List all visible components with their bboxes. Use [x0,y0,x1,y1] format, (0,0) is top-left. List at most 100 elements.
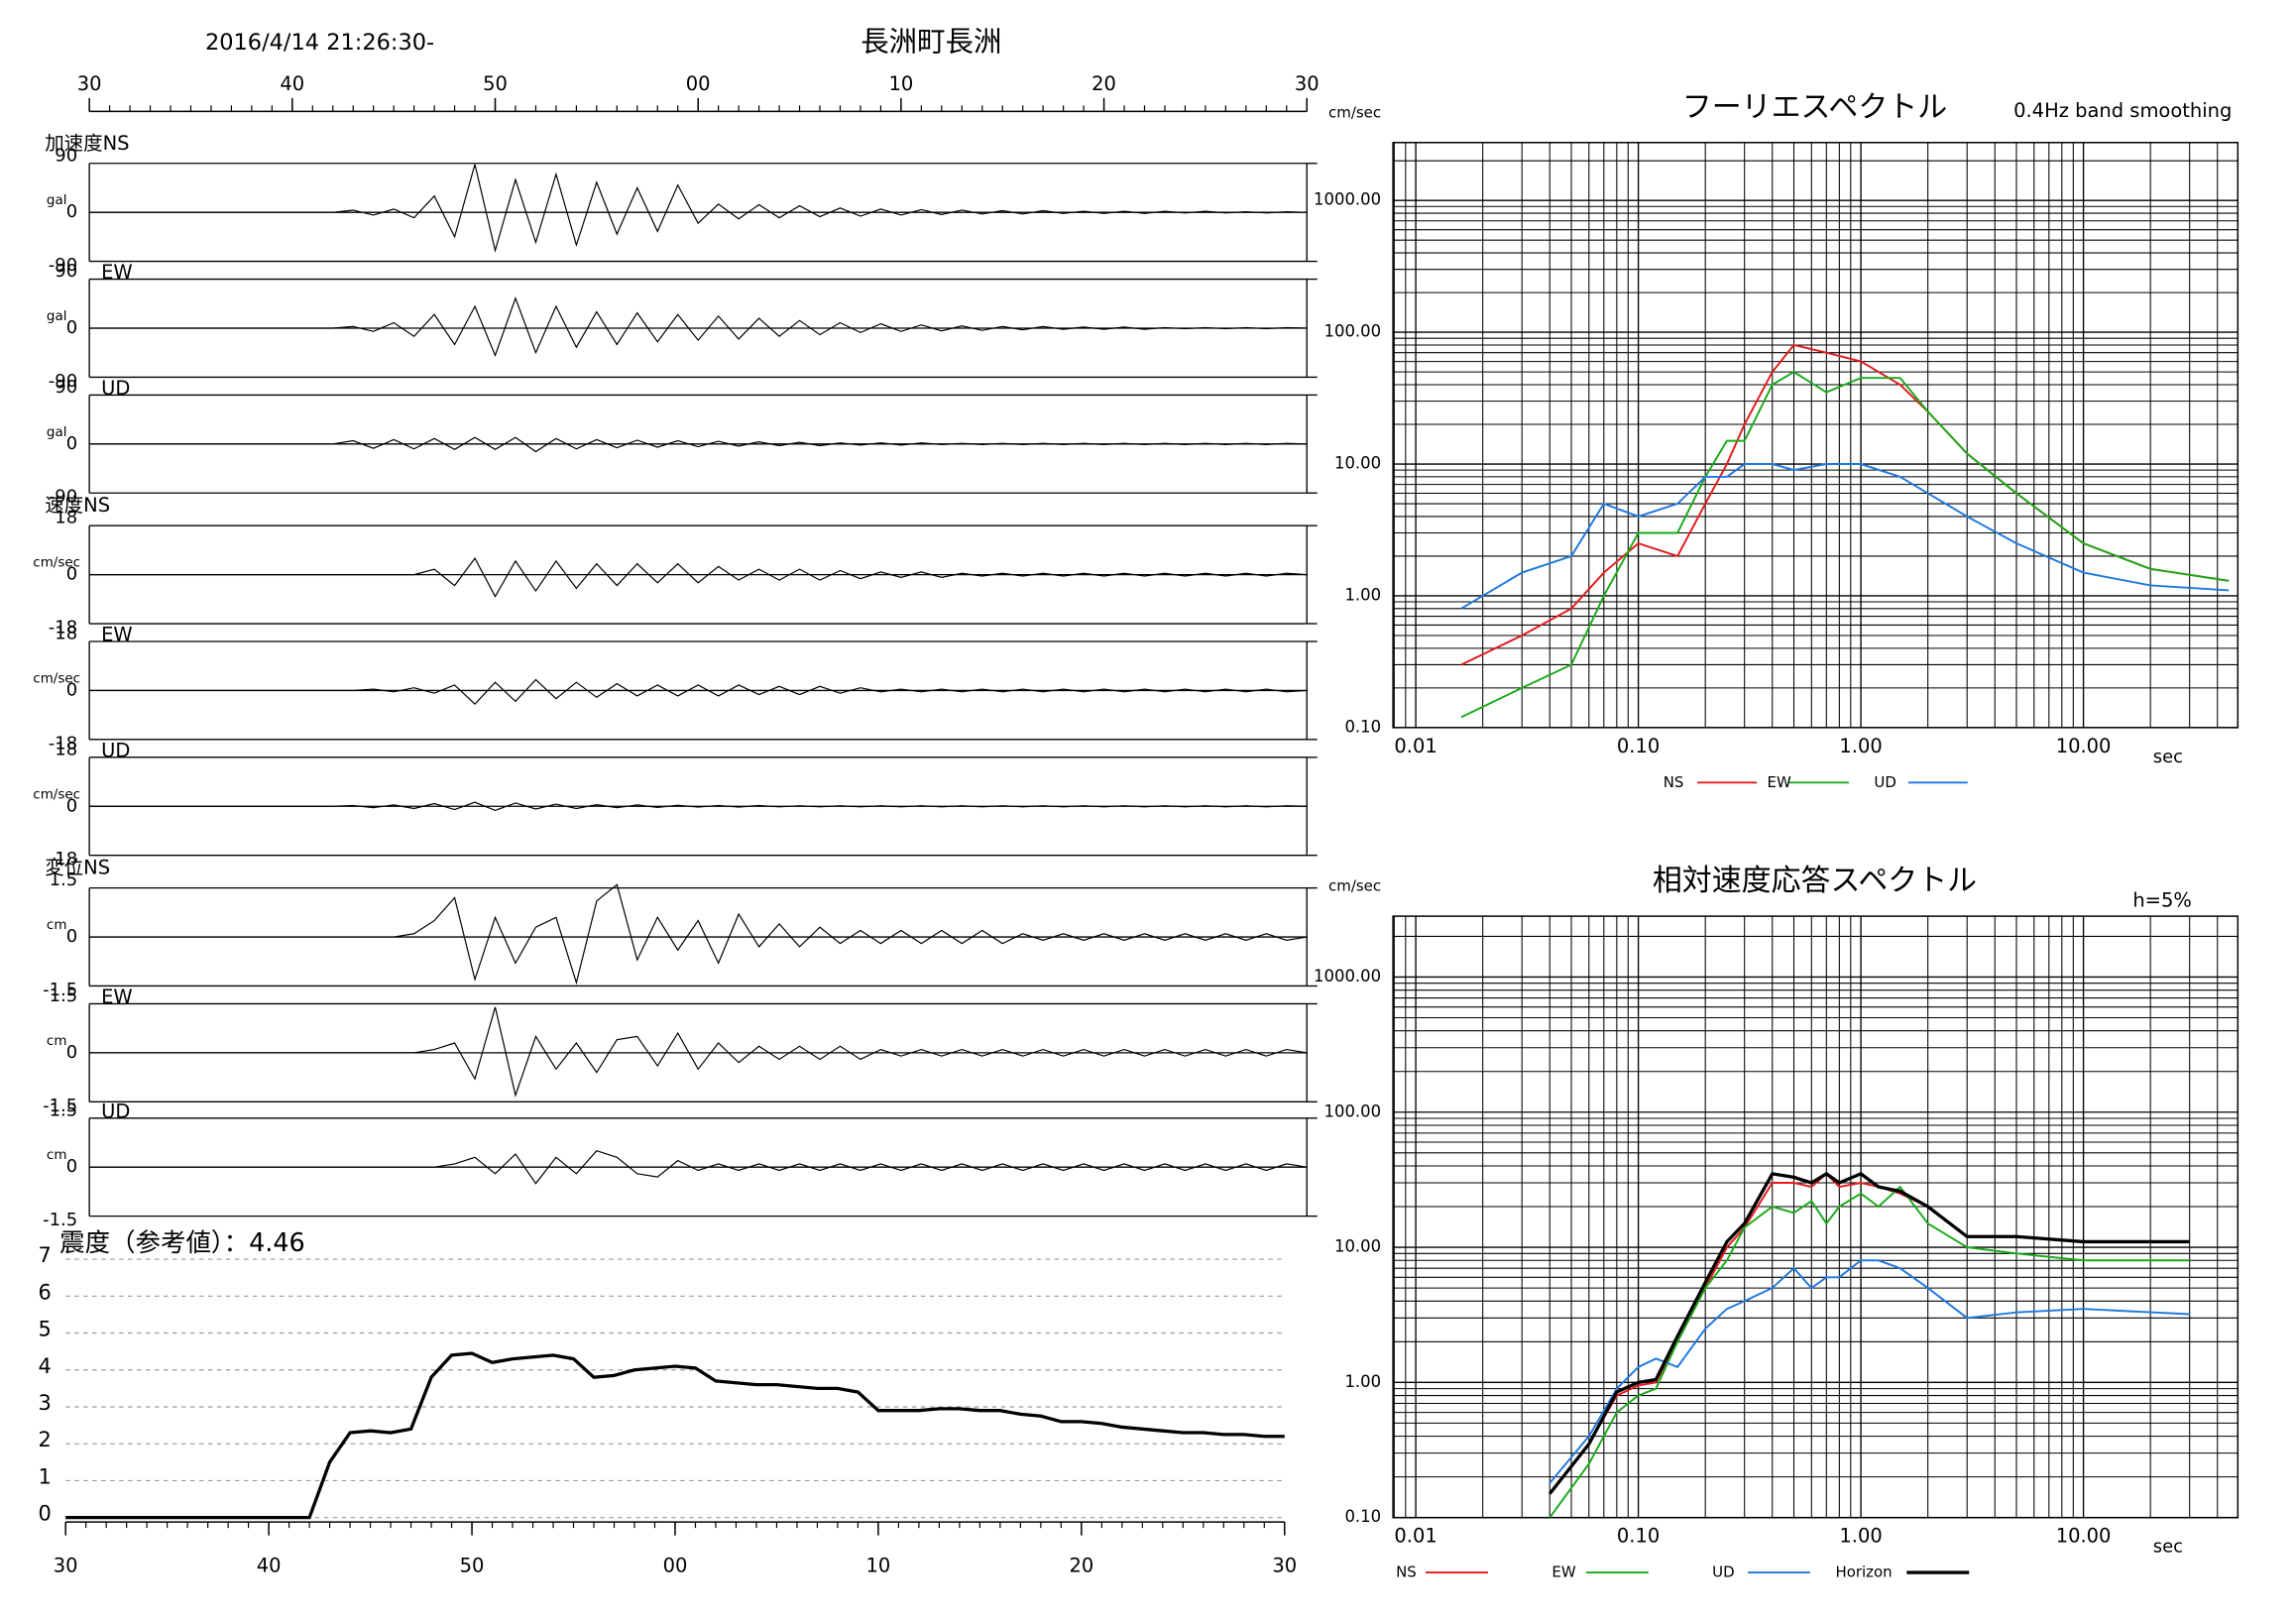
x-tick-label: 20 [1069,1555,1093,1577]
y-tick-label: 0 [66,1042,77,1063]
panel-unit: cm [47,917,67,933]
y-tick-label: -18 [49,733,77,754]
x-tick-label: 20 [1091,72,1116,95]
legend-label: EW [1551,1564,1575,1581]
station-name: 長洲町長洲 [861,25,1001,58]
y-tick-label: -18 [49,849,77,869]
x-tick-label: 10 [888,72,913,95]
x-tick-label: 40 [257,1555,282,1577]
y-tick-label: 10.00 [1334,454,1381,473]
x-tick-label: 50 [483,72,508,95]
panel-unit: cm/sec [33,555,80,571]
y-tick-label: 18 [55,739,77,759]
waveform [89,436,1308,453]
x-tick-label: 30 [1295,72,1320,95]
spectrum-line [1549,1259,2190,1484]
panel-label: 速度NS [45,494,110,517]
annotation: 0.4Hz band smoothing [2013,99,2232,122]
y-tick-label: 0.10 [1344,1507,1381,1526]
panel-unit: cm [47,1033,67,1049]
panel-unit: gal [47,308,67,324]
y-tick-label: 100.00 [1324,1101,1382,1120]
x-tick-label: 10 [866,1555,891,1577]
y-tick-label: 10.00 [1334,1237,1381,1256]
y-tick-label: 1 [39,1464,52,1488]
x-axis-label: sec [2153,1537,2183,1558]
panel-label: 変位NS [45,857,110,879]
waveform [89,1150,1308,1185]
y-tick-label: 1.00 [1344,585,1381,604]
panel-unit: gal [47,192,67,208]
x-tick-label: 10.00 [2056,1525,2112,1548]
panel-label: EW [101,985,133,1008]
y-tick-label: 7 [39,1243,52,1267]
y-tick-label: 0 [66,1156,77,1177]
intensity-line [65,1351,1285,1520]
y-tick-label: 1.5 [50,869,78,890]
panel-label: UD [101,1100,130,1122]
y-tick-label: 90 [55,145,77,166]
waveform [89,678,1308,706]
y-tick-label: 90 [55,261,77,282]
x-tick-label: 0.01 [1394,1525,1436,1548]
x-tick-label: 50 [460,1555,485,1577]
y-tick-label: 0 [66,433,77,454]
x-tick-label: 30 [54,1555,78,1577]
plot-frame [1392,915,2239,1519]
y-tick-label: 3 [39,1391,52,1415]
y-tick-label: -90 [49,255,77,276]
panel-unit: gal [47,424,67,440]
panel-label: UD [101,377,130,400]
legend-label: UD [1712,1564,1734,1581]
y-tick-label: -90 [49,371,77,392]
y-tick-label: 1000.00 [1314,190,1381,209]
y-tick-label: 18 [55,508,77,528]
y-tick-label: -18 [49,618,77,638]
y-tick-label: 0 [66,317,77,338]
waveform [89,883,1308,985]
y-tick-label: -1.5 [43,1096,77,1116]
y-tick-label: -1.5 [43,980,77,1000]
x-tick-label: 30 [1272,1555,1297,1577]
datetime: 2016/4/14 21:26:30- [205,30,434,56]
y-tick-label: -1.5 [43,1210,77,1230]
annotation: h=5% [2132,889,2192,912]
panel-unit: cm/sec [33,670,80,686]
x-tick-label: 30 [77,72,102,95]
waveform [89,801,1308,812]
y-tick-label: 2 [39,1428,52,1451]
panel-unit: cm/sec [33,786,80,802]
waveform [89,164,1308,253]
y-axis-label: cm/sec [1328,877,1381,895]
waveform [89,1006,1308,1098]
y-tick-label: 0 [66,795,77,816]
x-tick-label: 40 [280,72,304,95]
legend-label: NS [1396,1564,1417,1581]
y-tick-label: 90 [55,377,77,398]
x-tick-label: 0.10 [1617,735,1660,757]
panel-label: EW [101,261,133,284]
plot-frame [1392,142,2239,729]
legend-label: NS [1664,773,1684,791]
y-tick-label: -90 [49,487,77,508]
x-tick-label: 1.00 [1839,735,1882,757]
spectrum-line [1549,1185,2190,1518]
y-tick-label: 0 [39,1502,52,1526]
y-tick-label: 18 [55,624,77,644]
y-tick-label: 1000.00 [1314,967,1381,985]
y-tick-label: 0.10 [1344,717,1381,736]
chart-title: 相対速度応答スペクトル [1653,864,1977,898]
y-tick-label: 0 [66,564,77,585]
panel-label: UD [101,739,130,761]
y-tick-label: 0 [66,201,77,222]
chart-title: 震度（参考値）：4.46 [59,1228,305,1258]
x-tick-label: 1.00 [1839,1525,1882,1548]
legend-label: EW [1768,773,1791,791]
panel-label: EW [101,624,133,646]
x-tick-label: 0.01 [1394,735,1436,757]
y-tick-label: 100.00 [1324,322,1382,341]
panel-label: 加速度NS [45,132,129,155]
